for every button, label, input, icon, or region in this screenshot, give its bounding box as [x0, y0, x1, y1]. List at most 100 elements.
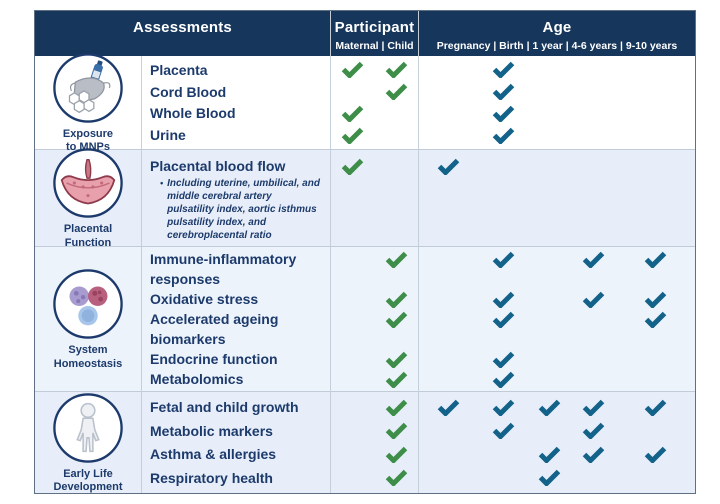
- assessment-row: Urine: [141, 125, 695, 145]
- assessment-note: • Including uterine, umbilical, and middl…: [160, 177, 326, 242]
- age-cell: [418, 103, 695, 123]
- age-col-1-year: [528, 249, 570, 269]
- age-col-birth: [478, 125, 528, 145]
- check-icon-4-6-years: [582, 399, 605, 416]
- participant-cell: [330, 309, 418, 329]
- assessment-row: Oxidative stress: [141, 289, 695, 309]
- check-icon-4-6-years: [582, 291, 605, 308]
- age-col-9-10-years: [616, 125, 695, 145]
- age-cell: [418, 421, 695, 441]
- check-icon-maternal: [341, 105, 364, 122]
- participant-col-maternal: [330, 421, 374, 441]
- child-icon: [51, 391, 125, 465]
- check-icon-4-6-years: [582, 422, 605, 440]
- placenta-icon: [51, 146, 125, 220]
- assessment-label: Metabolic markers: [150, 422, 273, 439]
- bullet-point: •: [160, 178, 164, 188]
- age-col-1-year: [528, 421, 570, 441]
- participant-col-child: [374, 444, 418, 464]
- age-cell: [418, 82, 695, 102]
- check-icon-child: [385, 251, 408, 268]
- age-cell: [418, 125, 695, 145]
- group-system-homeostasis: System Homeostasis Immune-inflammatory re…: [35, 246, 695, 391]
- check-icon-9-10-years: [644, 251, 667, 268]
- age-title: Age: [542, 19, 572, 36]
- participant-cell: [330, 289, 418, 309]
- age-cell: [418, 397, 695, 417]
- participant-cell: [330, 82, 418, 102]
- assessment-label: Asthma & allergies: [150, 446, 277, 463]
- check-icon-maternal: [341, 158, 364, 175]
- check-icon-child: [385, 399, 408, 416]
- check-icon-maternal: [341, 127, 364, 144]
- check-icon-1-year: [538, 399, 561, 416]
- assessment-note-text: Including uterine, umbilical, and middle…: [167, 178, 320, 241]
- age-col-9-10-years: [616, 309, 695, 329]
- divider-icon-label: [141, 56, 142, 493]
- age-col-4-6-years: [570, 125, 616, 145]
- age-subcolumns: Pregnancy | Birth | 1 year | 4-6 years |…: [436, 40, 678, 52]
- participant-cell: [330, 369, 418, 389]
- age-col-pregnancy: [418, 82, 478, 102]
- participant-col-maternal: [330, 468, 374, 488]
- participant-col-child: [374, 82, 418, 102]
- check-icon-birth: [492, 105, 515, 122]
- check-icon-birth: [492, 399, 515, 416]
- assessment-label-cell: Respiratory health: [141, 468, 330, 488]
- cells-icon: [51, 267, 125, 341]
- participant-subcolumns: Maternal | Child: [335, 40, 414, 52]
- age-col-9-10-years: [616, 369, 695, 389]
- check-icon-child: [385, 291, 408, 308]
- age-col-4-6-years: [570, 397, 616, 417]
- assessment-label: Placental blood flow: [150, 158, 286, 174]
- age-col-9-10-years: [616, 82, 695, 102]
- age-col-1-year: [528, 103, 570, 123]
- participant-col-maternal: [330, 397, 374, 417]
- participant-cell: [330, 125, 418, 145]
- age-col-4-6-years: [570, 421, 616, 441]
- group-early-life-development: Early Life Development Fetal and child gr…: [35, 391, 695, 493]
- check-icon-child: [385, 311, 408, 328]
- assessment-row: Fetal and child growth: [141, 397, 695, 417]
- check-icon-birth: [492, 251, 515, 268]
- age-col-1-year: [528, 444, 570, 464]
- age-col-4-6-years: [570, 156, 616, 176]
- participant-col-maternal: [330, 82, 374, 102]
- group-rows: Placenta Cord Blood Whole Blood Urine: [141, 56, 695, 149]
- age-col-pregnancy: [418, 249, 478, 269]
- age-col-9-10-years: [616, 421, 695, 441]
- participant-col-child: [374, 289, 418, 309]
- participant-cell: [330, 103, 418, 123]
- group-exposure-to-mnps: Exposure to MNPs Placenta Cord Blood Whole …: [35, 53, 695, 153]
- check-icon-child: [385, 446, 408, 463]
- age-col-1-year: [528, 156, 570, 176]
- assessment-label-cell: Metabolic markers: [141, 421, 330, 441]
- check-icon-birth: [492, 83, 515, 101]
- participant-col-child: [374, 60, 418, 80]
- check-icon-birth: [492, 61, 515, 79]
- check-icon-9-10-years: [644, 446, 667, 463]
- header-participant: Participant Maternal | Child: [330, 11, 418, 56]
- assessment-label-cell: Metabolomics: [141, 369, 330, 389]
- age-col-9-10-years: [616, 444, 695, 464]
- assessment-label: Urine: [150, 127, 186, 144]
- age-col-4-6-years: [570, 349, 616, 369]
- assessment-label-cell: Immune-inflammatory responses: [141, 249, 330, 289]
- group-caption: System Homeostasis: [53, 344, 123, 370]
- age-col-pregnancy: [418, 397, 478, 417]
- assessment-row: Placenta: [141, 60, 695, 80]
- participant-col-maternal: [330, 103, 374, 123]
- assessment-row: Placental blood flow • Including uterine, …: [141, 156, 695, 242]
- age-col-birth: [478, 397, 528, 417]
- participant-col-child: [374, 397, 418, 417]
- group-caption: Placental Function: [63, 223, 113, 249]
- age-col-1-year: [528, 289, 570, 309]
- age-col-birth: [478, 349, 528, 369]
- participant-col-maternal: [330, 349, 374, 369]
- assessment-label-cell: Asthma & allergies: [141, 444, 330, 464]
- age-col-4-6-years: [570, 60, 616, 80]
- check-icon-birth: [492, 127, 515, 144]
- age-cell: [418, 349, 695, 369]
- participant-col-maternal: [330, 369, 374, 389]
- age-col-birth: [478, 369, 528, 389]
